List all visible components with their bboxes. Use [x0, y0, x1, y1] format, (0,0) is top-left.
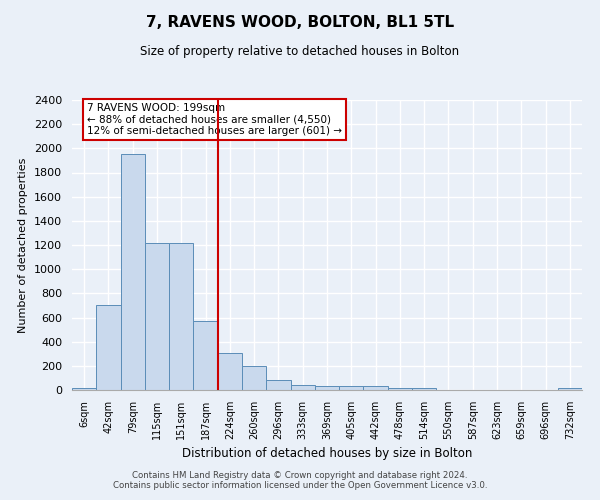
Bar: [388, 388, 412, 390]
Y-axis label: Number of detached properties: Number of detached properties: [19, 158, 28, 332]
Bar: [242, 366, 266, 390]
Bar: [558, 388, 582, 390]
Text: 7 RAVENS WOOD: 199sqm
← 88% of detached houses are smaller (4,550)
12% of semi-d: 7 RAVENS WOOD: 199sqm ← 88% of detached …: [88, 103, 342, 136]
Bar: [218, 352, 242, 390]
Bar: [72, 388, 96, 390]
Bar: [266, 380, 290, 390]
Bar: [169, 242, 193, 390]
Bar: [290, 385, 315, 390]
Bar: [364, 386, 388, 390]
Bar: [145, 242, 169, 390]
Bar: [121, 154, 145, 390]
Text: Contains HM Land Registry data © Crown copyright and database right 2024.
Contai: Contains HM Land Registry data © Crown c…: [113, 470, 487, 490]
Text: Size of property relative to detached houses in Bolton: Size of property relative to detached ho…: [140, 45, 460, 58]
Bar: [412, 388, 436, 390]
X-axis label: Distribution of detached houses by size in Bolton: Distribution of detached houses by size …: [182, 448, 472, 460]
Bar: [315, 386, 339, 390]
Bar: [339, 386, 364, 390]
Bar: [193, 321, 218, 390]
Bar: [96, 306, 121, 390]
Text: 7, RAVENS WOOD, BOLTON, BL1 5TL: 7, RAVENS WOOD, BOLTON, BL1 5TL: [146, 15, 454, 30]
